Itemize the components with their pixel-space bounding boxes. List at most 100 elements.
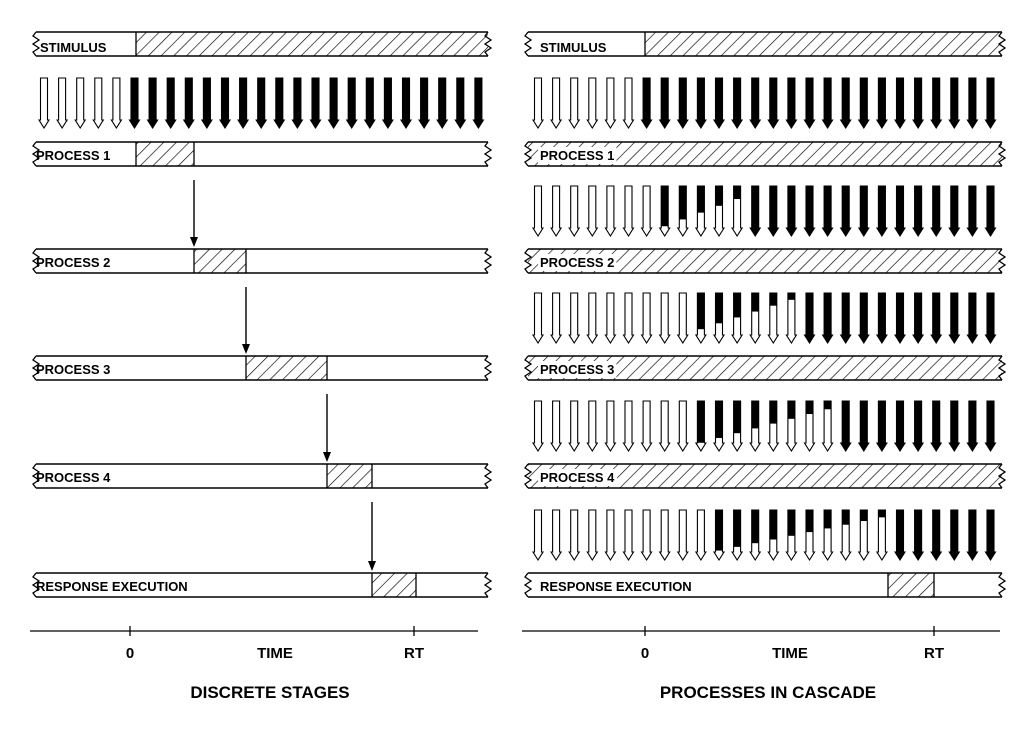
cascade-arrow-5 bbox=[930, 509, 943, 562]
discrete-input-arrow bbox=[200, 77, 213, 130]
cascade-arrow-2 bbox=[586, 185, 599, 238]
discrete-input-arrow bbox=[309, 77, 322, 130]
discrete-axis-rt-label: RT bbox=[404, 645, 424, 662]
cascade-arrow-1 bbox=[984, 77, 997, 130]
cascade-arrow-1 bbox=[694, 77, 707, 130]
cascade-arrow-2 bbox=[658, 185, 671, 238]
cascade-arrow-4 bbox=[713, 400, 725, 453]
cascade-process-bar-3-left-break bbox=[523, 355, 533, 381]
cascade-arrow-4 bbox=[586, 400, 599, 453]
discrete-process-active-4 bbox=[327, 464, 372, 488]
cascade-arrow-2 bbox=[749, 185, 762, 238]
discrete-transfer-arrow-2-head bbox=[242, 344, 250, 354]
discrete-input-arrow bbox=[381, 77, 394, 130]
cascade-arrow-5 bbox=[839, 509, 852, 562]
cascade-process-4-label-bg bbox=[538, 469, 618, 486]
discrete-process-active-2 bbox=[194, 249, 246, 273]
cascade-axis-zero-label: 0 bbox=[641, 645, 649, 662]
cascade-arrow-3-fill bbox=[787, 293, 795, 300]
cascade-arrow-4 bbox=[767, 400, 780, 453]
cascade-arrow-4 bbox=[731, 400, 744, 453]
cascade-arrow-5 bbox=[658, 509, 671, 562]
cascade-arrow-1 bbox=[821, 77, 834, 130]
cascade-arrow-5 bbox=[803, 509, 816, 562]
cascade-arrow-3 bbox=[785, 292, 798, 345]
cascade-arrow-4-fill bbox=[751, 401, 759, 429]
cascade-process-2-label: PROCESS 2 bbox=[540, 255, 614, 270]
cascade-arrow-5 bbox=[984, 509, 997, 562]
cascade-arrow-5 bbox=[912, 509, 925, 562]
discrete-transfer-arrow-3-head bbox=[323, 452, 331, 462]
cascade-process-4-label: PROCESS 4 bbox=[540, 470, 615, 485]
cascade-title: PROCESSES IN CASCADE bbox=[660, 683, 876, 702]
discrete-process-bar-1-edge bbox=[36, 141, 488, 167]
cascade-arrow-2-fill bbox=[661, 186, 669, 227]
cascade-arrow-4 bbox=[966, 400, 979, 453]
cascade-arrow-2 bbox=[640, 185, 653, 238]
cascade-arrow-1 bbox=[532, 77, 544, 130]
cascade-arrow-4-fill bbox=[733, 401, 741, 434]
cascade-arrow-4-fill bbox=[769, 401, 777, 424]
cascade-arrow-2 bbox=[568, 185, 581, 238]
cascade-arrow-1 bbox=[875, 77, 888, 130]
discrete-input-arrow bbox=[128, 77, 141, 130]
cascade-arrow-2 bbox=[604, 185, 617, 238]
cascade-arrow-5 bbox=[785, 509, 798, 562]
cascade-arrow-3 bbox=[731, 292, 744, 345]
discrete-input-arrow bbox=[345, 77, 358, 130]
discrete-stages-panel bbox=[30, 31, 493, 636]
cascade-arrow-5-fill bbox=[878, 510, 886, 518]
cascade-arrow-4 bbox=[568, 400, 581, 453]
cascade-arrow-3-fill bbox=[715, 293, 723, 324]
cascade-arrow-3 bbox=[912, 292, 925, 345]
cascade-arrow-1 bbox=[640, 77, 653, 130]
discrete-process-bar-1-right-break bbox=[483, 141, 493, 167]
cascade-arrow-5 bbox=[875, 509, 888, 562]
cascade-arrow-3 bbox=[857, 292, 870, 345]
cascade-arrow-5 bbox=[749, 509, 762, 562]
cascade-arrow-4 bbox=[640, 400, 653, 453]
cascade-arrow-3 bbox=[966, 292, 979, 345]
cascade-arrow-2 bbox=[785, 185, 798, 238]
cascade-arrow-2-fill bbox=[715, 186, 723, 206]
cascade-arrow-5-fill bbox=[860, 510, 868, 522]
cascade-arrow-4 bbox=[857, 400, 870, 453]
cascade-arrow-4 bbox=[930, 400, 943, 453]
cascade-arrow-4 bbox=[875, 400, 888, 453]
cascade-arrow-5 bbox=[568, 509, 581, 562]
cascade-arrow-2 bbox=[767, 185, 780, 238]
cascade-process-bar-5-left-break bbox=[523, 572, 533, 598]
cascade-arrow-2 bbox=[930, 185, 943, 238]
cascade-arrow-2 bbox=[532, 185, 544, 238]
cascade-arrow-2-fill bbox=[697, 186, 705, 213]
discrete-input-arrow bbox=[454, 77, 467, 130]
discrete-stimulus-bar-left-break bbox=[31, 31, 41, 57]
cascade-arrow-5 bbox=[532, 509, 544, 562]
cascade-arrow-5-outline bbox=[875, 509, 888, 562]
cascade-arrow-4 bbox=[622, 400, 635, 453]
cascade-arrow-2 bbox=[713, 185, 725, 238]
cascade-arrow-4 bbox=[984, 400, 997, 453]
discrete-process-bar-4-edge bbox=[36, 463, 488, 489]
cascade-stimulus-hatch bbox=[645, 32, 1002, 56]
discrete-process-bar-4-left-break bbox=[31, 463, 41, 489]
discrete-input-arrow bbox=[255, 77, 268, 130]
cascade-arrow-5 bbox=[731, 509, 744, 562]
cascade-arrow-1 bbox=[767, 77, 780, 130]
cascade-arrow-5 bbox=[767, 509, 780, 562]
cascade-arrow-5 bbox=[640, 509, 653, 562]
discrete-process-4-label: PROCESS 4 bbox=[36, 470, 111, 485]
cascade-arrow-3 bbox=[984, 292, 997, 345]
discrete-title: DISCRETE STAGES bbox=[190, 683, 349, 702]
discrete-input-arrow bbox=[273, 77, 286, 130]
discrete-input-arrow bbox=[146, 77, 159, 130]
discrete-input-arrow bbox=[237, 77, 250, 130]
cascade-arrow-3 bbox=[694, 292, 707, 345]
discrete-transfer-arrow-4-head bbox=[368, 561, 376, 571]
cascade-labels: STIMULUS PROCESS 1 PROCESS 2 PROCESS 3 P… bbox=[538, 40, 944, 702]
cascade-arrow-3-fill bbox=[697, 293, 705, 330]
discrete-input-arrow bbox=[436, 77, 449, 130]
discrete-input-arrow bbox=[327, 77, 340, 130]
